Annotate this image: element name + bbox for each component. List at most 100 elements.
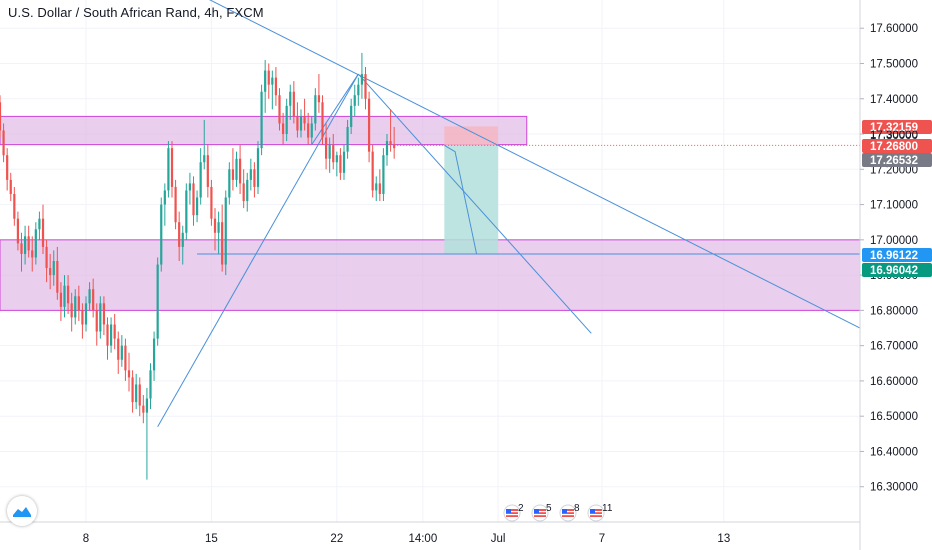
candle-body bbox=[299, 116, 303, 131]
candle-body bbox=[242, 183, 245, 202]
candle-body bbox=[203, 155, 206, 163]
candle bbox=[131, 370, 134, 413]
candle-body bbox=[178, 222, 181, 247]
flag-stripe bbox=[590, 511, 602, 513]
candle bbox=[238, 144, 242, 194]
candlestick-series bbox=[0, 52, 396, 480]
candle bbox=[378, 169, 381, 202]
candle-body bbox=[74, 296, 77, 318]
price-tick-label: 16.50000 bbox=[870, 411, 918, 423]
trendline[interactable] bbox=[157, 73, 359, 428]
tradingview-logo[interactable] bbox=[7, 496, 37, 526]
candle bbox=[163, 183, 166, 226]
candle-body bbox=[45, 246, 48, 269]
candle-body bbox=[317, 95, 321, 103]
event-marker[interactable]: 8 bbox=[559, 503, 580, 522]
candle bbox=[253, 162, 256, 198]
time-tick-label: 22 bbox=[330, 533, 343, 545]
candle-body bbox=[199, 162, 202, 198]
candle-body bbox=[246, 179, 249, 202]
candle-body bbox=[20, 243, 23, 254]
candle bbox=[2, 123, 5, 163]
flag-stripe bbox=[562, 514, 574, 516]
flag-stripe bbox=[506, 511, 518, 513]
projected-path[interactable] bbox=[444, 144, 478, 255]
zone-rectangle[interactable] bbox=[0, 239, 861, 311]
candle-body bbox=[339, 155, 342, 173]
trendlines[interactable] bbox=[157, 0, 861, 428]
candle bbox=[149, 363, 152, 410]
candle-body bbox=[335, 155, 338, 163]
candle-body bbox=[63, 285, 66, 307]
candle-body bbox=[303, 116, 306, 124]
trendline[interactable] bbox=[357, 73, 592, 334]
candle bbox=[127, 352, 131, 392]
candle-body bbox=[138, 384, 141, 406]
flag-stripes bbox=[590, 509, 602, 517]
candle-body bbox=[321, 102, 324, 138]
price-tick-label: 17.50000 bbox=[870, 58, 918, 70]
support-resistance-zones[interactable] bbox=[0, 115, 861, 311]
event-count: 11 bbox=[602, 503, 613, 514]
candle-body bbox=[231, 169, 235, 180]
candle bbox=[31, 236, 34, 272]
candle-body bbox=[77, 296, 80, 311]
candle-body bbox=[274, 77, 278, 96]
candle bbox=[360, 52, 364, 99]
candle-body bbox=[228, 169, 231, 198]
candle-body bbox=[27, 236, 30, 251]
candle bbox=[328, 137, 331, 173]
candle-body bbox=[357, 84, 360, 96]
candle-body bbox=[382, 155, 385, 194]
candle-body bbox=[124, 345, 127, 371]
time-tick-label: 13 bbox=[717, 533, 730, 545]
candle bbox=[303, 98, 306, 131]
candle-body bbox=[131, 377, 134, 403]
candle-body bbox=[371, 151, 374, 191]
candle bbox=[389, 109, 392, 152]
candle bbox=[49, 253, 52, 290]
candle bbox=[170, 141, 174, 198]
candle bbox=[109, 317, 113, 353]
zone-rectangle[interactable] bbox=[0, 115, 528, 146]
candle bbox=[342, 144, 346, 180]
trendline[interactable] bbox=[311, 73, 359, 145]
candle-body bbox=[385, 141, 389, 156]
us-flag-icon bbox=[503, 504, 521, 522]
candle bbox=[185, 183, 188, 240]
price-tag: 17.26800 bbox=[862, 139, 932, 153]
candle bbox=[278, 88, 281, 131]
candle-body bbox=[106, 324, 109, 346]
candle bbox=[113, 313, 116, 350]
candle-body bbox=[367, 98, 371, 152]
flag-canton bbox=[534, 509, 539, 513]
economic-events[interactable]: 2 5 8 11 bbox=[503, 503, 613, 522]
price-tag-background bbox=[862, 263, 932, 277]
candle-body bbox=[170, 148, 174, 187]
flag-stripe bbox=[534, 511, 546, 513]
candle bbox=[217, 211, 220, 254]
event-marker[interactable]: 5 bbox=[531, 503, 552, 522]
candle bbox=[224, 190, 227, 276]
event-marker[interactable]: 2 bbox=[503, 503, 524, 522]
price-tick-label: 16.80000 bbox=[870, 305, 918, 317]
time-axis[interactable]: 8 15 22 14:00 Jul 7 13 bbox=[0, 521, 860, 545]
candle-body bbox=[296, 116, 299, 131]
candle-body bbox=[393, 144, 396, 149]
candle-body bbox=[260, 91, 263, 149]
short-position-projection[interactable] bbox=[444, 126, 499, 254]
price-tag-background bbox=[862, 120, 932, 134]
candle-body bbox=[289, 91, 292, 106]
trendline[interactable] bbox=[161, 0, 861, 329]
candle bbox=[299, 109, 303, 138]
event-marker[interactable]: 11 bbox=[587, 503, 613, 522]
candle bbox=[285, 98, 288, 142]
candle bbox=[210, 179, 213, 226]
candle-body bbox=[0, 102, 2, 131]
stop-loss-area[interactable] bbox=[444, 126, 499, 146]
flag-stripes bbox=[506, 509, 518, 517]
candle bbox=[20, 232, 23, 272]
candle bbox=[142, 395, 145, 424]
candle bbox=[74, 289, 77, 325]
